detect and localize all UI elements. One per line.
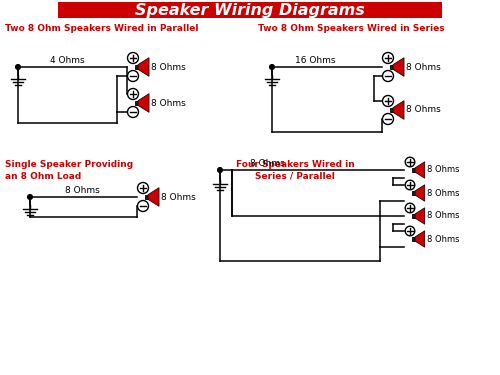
Circle shape [16,64,20,69]
Bar [390,108,393,112]
Text: 8 Ohms: 8 Ohms [406,63,441,72]
Polygon shape [138,58,149,76]
Text: 4 Ohms: 4 Ohms [50,56,84,65]
Circle shape [218,168,222,172]
Polygon shape [138,94,149,112]
Polygon shape [415,208,425,224]
Text: 8 Ohms: 8 Ohms [427,234,460,243]
Text: 8 Ohms: 8 Ohms [151,99,186,108]
Text: Two 8 Ohm Speakers Wired in Series: Two 8 Ohm Speakers Wired in Series [258,24,444,33]
Bar [135,100,138,105]
Text: Speaker Wiring Diagrams: Speaker Wiring Diagrams [135,3,365,18]
Text: 8 Ohms: 8 Ohms [250,159,285,168]
Circle shape [28,195,32,200]
Text: 8 Ohms: 8 Ohms [427,189,460,198]
Text: 8 Ohms: 8 Ohms [161,192,196,201]
Bar [412,214,415,218]
Text: 8 Ohms: 8 Ohms [427,165,460,174]
Bar [412,191,415,195]
Polygon shape [148,188,159,206]
Polygon shape [393,58,404,76]
Polygon shape [393,100,404,119]
Text: Four Speakers Wired in
Series / Parallel: Four Speakers Wired in Series / Parallel [236,160,354,181]
Text: 8 Ohms: 8 Ohms [151,63,186,72]
Text: Two 8 Ohm Speakers Wired in Parallel: Two 8 Ohm Speakers Wired in Parallel [5,24,198,33]
Text: 8 Ohms: 8 Ohms [65,186,100,195]
Bar [412,168,415,172]
Bar [135,64,138,69]
Bar [390,64,393,69]
Polygon shape [415,185,425,201]
Text: 8 Ohms: 8 Ohms [427,211,460,220]
Circle shape [270,64,274,69]
Polygon shape [415,162,425,178]
Text: Single Speaker Providing
an 8 Ohm Load: Single Speaker Providing an 8 Ohm Load [5,160,133,181]
Polygon shape [415,231,425,247]
Text: 8 Ohms: 8 Ohms [406,105,441,114]
Bar [58,2,442,18]
Bar [145,195,148,200]
Bar [412,237,415,241]
Text: 16 Ohms: 16 Ohms [295,56,336,65]
